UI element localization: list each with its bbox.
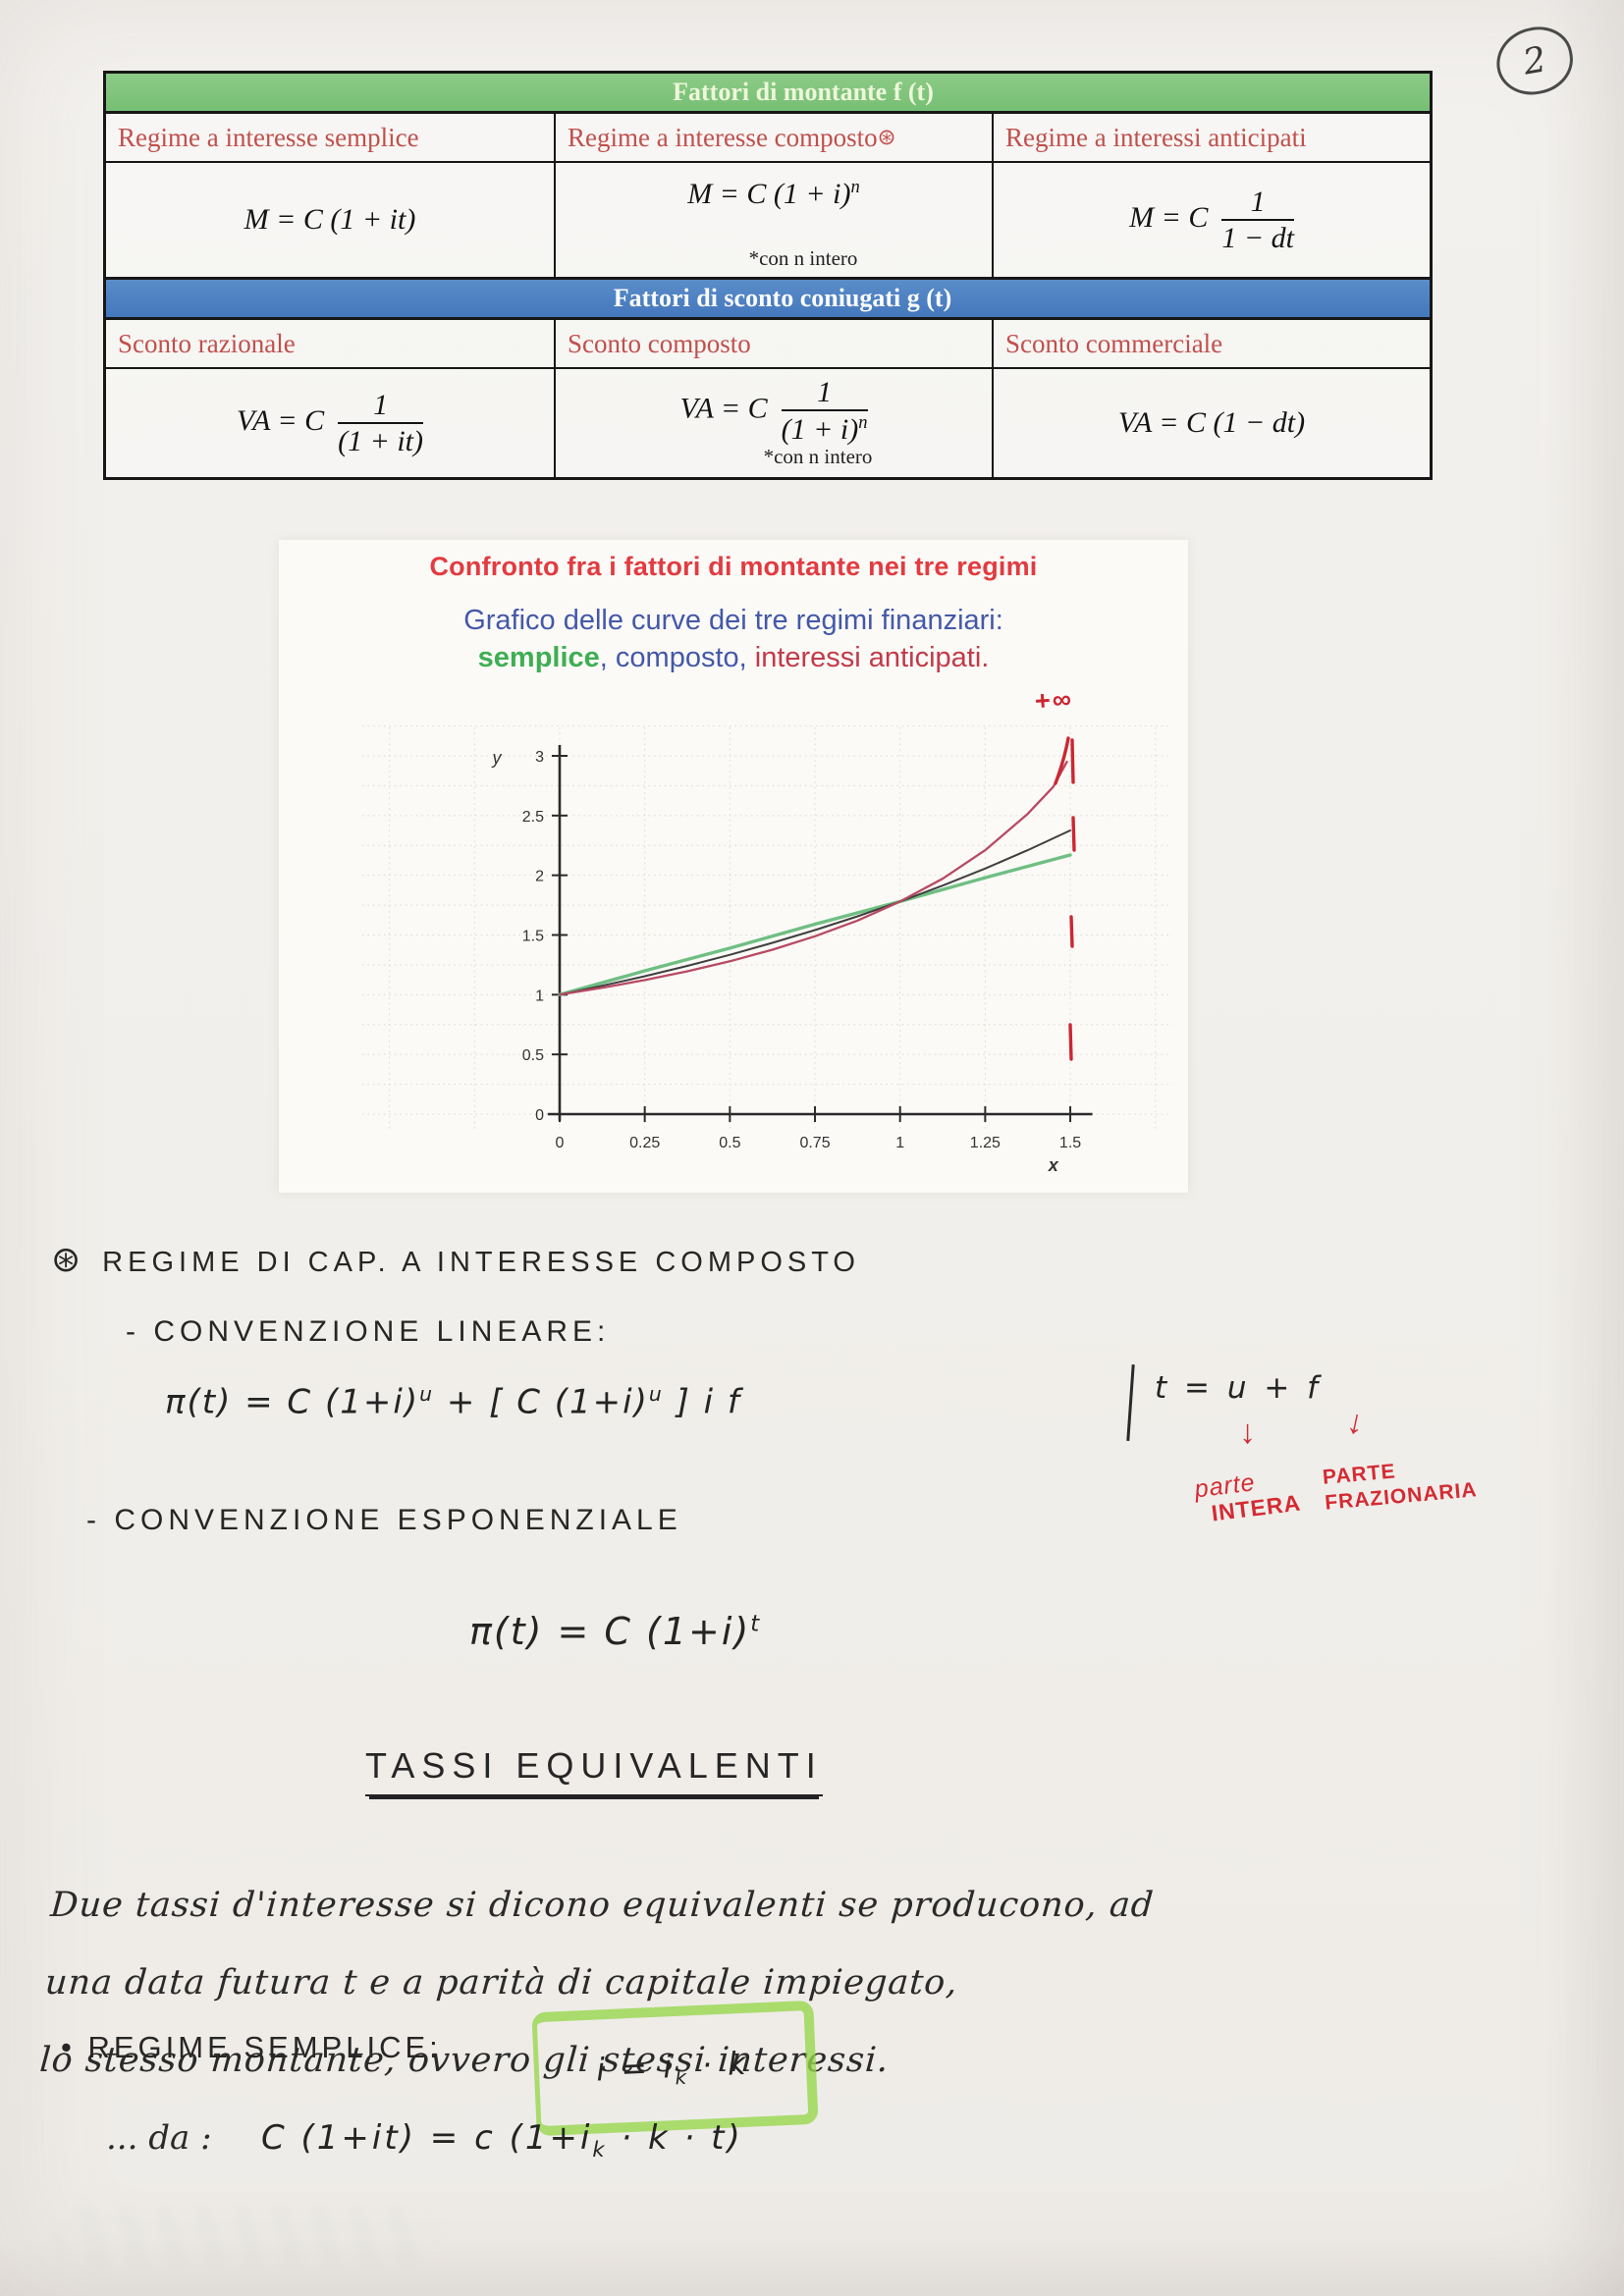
formula-convenzione-lineare: π(t) = C (1+i)u + [ C (1+i)u ] i f [165, 1382, 741, 1422]
svg-text:1.5: 1.5 [522, 928, 544, 944]
formula-sconto-razionale: VA = C 1 (1 + it) [106, 369, 556, 477]
svg-text:0.5: 0.5 [522, 1047, 544, 1064]
svg-text:y: y [491, 748, 503, 768]
formula-montante-composto: M = C (1 + i)n *con n intero [556, 163, 994, 277]
formula-convenzione-esponenziale: π(t) = C (1+i)t [469, 1610, 762, 1653]
pen-infinity-annotation: +∞ [1033, 683, 1074, 717]
label-parte-intera: parte INTERA [1193, 1468, 1303, 1526]
svg-text:1: 1 [895, 1135, 904, 1151]
col-label-sconto-commerciale: Sconto commerciale [1005, 328, 1223, 358]
col-label-regime-semplice: Regime a interesse semplice [106, 114, 556, 161]
note-con-n-intero: *con n intero [748, 246, 858, 270]
note-heading: ⊛ REGIME DI CAP. A INTERESSE COMPOSTO [51, 1239, 860, 1279]
circled-asterisk-mark: ⊛ [877, 125, 896, 149]
svg-text:1: 1 [535, 988, 544, 1004]
tassi-equivalenti-title: TASSI EQUIVALENTI [365, 1745, 823, 1796]
col-label-regime-anticipati: Regime a interessi anticipati [1005, 122, 1307, 152]
col-label-sconto-razionale: Sconto razionale [106, 320, 556, 367]
da-formula: C (1+it) = c (1+ik · k · t) [260, 2118, 743, 2162]
chart-subtitle-line2: semplice, composto, interessi anticipati… [279, 642, 1188, 674]
note-con-n-intero-2: *con n intero [763, 445, 873, 468]
pen-asymptote-marks [1054, 736, 1076, 1061]
chart-card: Confronto fra i fattori di montante nei … [279, 540, 1188, 1193]
svg-text:2: 2 [535, 869, 544, 885]
legend-semplice: semplice [477, 642, 600, 673]
tassi-paragraph-line1: Due tassi d'interesse si dicono equivale… [49, 1886, 1156, 1925]
side-note-bar [1126, 1363, 1135, 1442]
table-header-sconto-label: Fattori di sconto coniugati g (t) [613, 284, 952, 312]
note-convenzione-esponenziale: - CONVENZIONE ESPONENZIALE [86, 1504, 682, 1536]
circled-asterisk-icon: ⊛ [51, 1239, 81, 1279]
svg-text:3: 3 [535, 749, 544, 766]
red-arrow-down-icon: ↓ [1343, 1402, 1368, 1443]
svg-text:0.5: 0.5 [719, 1135, 740, 1151]
svg-text:1.25: 1.25 [970, 1135, 1001, 1151]
regime-semplice-formula: i = ik · k [595, 2044, 750, 2090]
svg-text:0: 0 [556, 1135, 565, 1151]
table-header-sconto: Fattori di sconto coniugati g (t) [106, 277, 1430, 320]
legend-composto: , composto, [599, 642, 755, 673]
col-label-regime-composto: Regime a interesse composto ⊛ [556, 114, 994, 161]
montante-sconto-table: Fattori di montante f (t) Regime a inter… [103, 71, 1433, 480]
chart-subtitle-line1: Grafico delle curve dei tre regimi finan… [463, 605, 1003, 636]
scan-shadow-bottom [0, 2237, 1624, 2296]
formula-montante-semplice: M = C (1 + it) [106, 163, 556, 277]
highlighter-ghost-mark [54, 2207, 437, 2264]
svg-text:0: 0 [535, 1107, 544, 1124]
table-header-montante: Fattori di montante f (t) [106, 74, 1430, 114]
table-row-sconto-labels: Sconto razionale Sconto composto Sconto … [106, 320, 1430, 369]
chart-title: Confronto fra i fattori di montante nei … [429, 552, 1038, 581]
table-row-montante-labels: Regime a interesse semplice Regime a int… [106, 114, 1430, 163]
label-parte-frazionaria: PARTE FRAZIONARIA [1322, 1460, 1479, 1515]
col-label-sconto-composto: Sconto composto [556, 320, 994, 367]
legend-anticipati: interessi anticipati. [754, 642, 990, 673]
chart-svg: 0 0.25 0.5 0.75 1 1.25 1.5 0 0.5 1 1.5 2 2.5 3 y x [361, 725, 1173, 1175]
scan-shadow-right [1545, 0, 1624, 2296]
table-row-sconto-formulas: VA = C 1 (1 + it) VA = C 1 (1 + i)n *con n i… [106, 369, 1430, 477]
regime-semplice-bullet: • REGIME SEMPLICE: [61, 2030, 442, 2064]
svg-text:2.5: 2.5 [522, 809, 544, 826]
table-header-montante-label: Fattori di montante f (t) [673, 78, 934, 106]
green-highlight-box: i = ik · k [531, 2000, 819, 2137]
svg-text:0.25: 0.25 [629, 1135, 660, 1151]
note-convenzione-lineare: - CONVENZIONE LINEARE: [126, 1315, 611, 1348]
svg-text:x: x [1048, 1155, 1059, 1175]
table-row-montante-formulas: M = C (1 + it) M = C (1 + i)n *con n int… [106, 163, 1430, 277]
side-note-equation: t = u + f [1155, 1370, 1323, 1406]
page-number: 2 [1520, 38, 1549, 83]
svg-text:1.5: 1.5 [1059, 1135, 1081, 1151]
formula-sconto-composto: VA = C 1 (1 + i)n *con n intero [556, 369, 994, 477]
formula-sconto-commerciale: VA = C (1 − dt) [1117, 406, 1306, 439]
da-derivation-line: ... da : C (1+it) = c (1+ik · k · t) [106, 2118, 743, 2162]
svg-text:0.75: 0.75 [799, 1135, 830, 1151]
red-arrow-down-icon: ↓ [1239, 1414, 1256, 1451]
